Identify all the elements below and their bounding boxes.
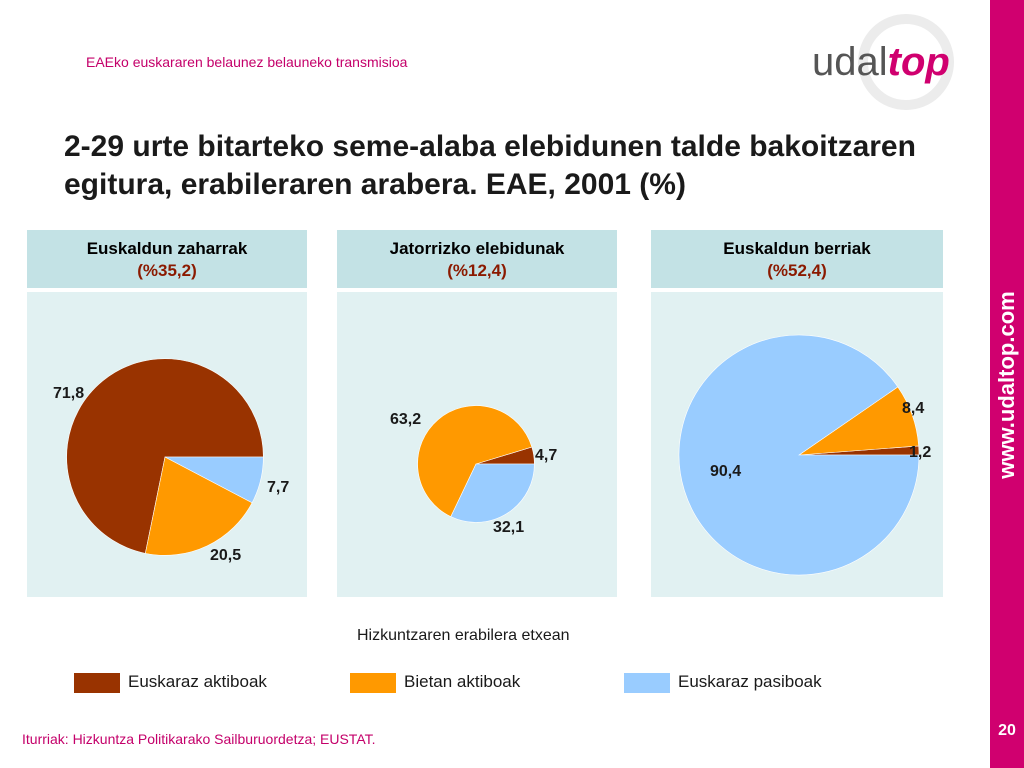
pie-slice-euskaraz-pasiboak (678, 334, 920, 576)
pie-slice-euskaraz-pasiboak (450, 463, 535, 523)
x-axis-label: Hizkuntzaren erabilera etxean (357, 627, 570, 644)
panel-header-euskaldun-zaharrak: Euskaldun zaharrak (%35,2) (27, 230, 307, 288)
panel-header-jatorrizko-elebidunak: Jatorrizko elebidunak (%12,4) (337, 230, 617, 288)
pie-panel-euskaldun-zaharrak: 71,8 20,5 7,7 (27, 292, 307, 597)
legend-swatch (350, 673, 396, 693)
pie-chart-euskaldun-zaharrak (66, 358, 264, 556)
presentation-subtitle: EAEko euskararen belaunez belauneko tran… (86, 54, 408, 70)
website-url: www.udaltop.com (994, 291, 1019, 479)
data-label-euskaraz-pasiboak: 32,1 (493, 519, 525, 536)
panel-header-euskaldun-berriak: Euskaldun berriak (%52,4) (651, 230, 943, 288)
data-label-bietan-aktiboak: 8,4 (902, 400, 925, 417)
source-note: Iturriak: Hizkuntza Politikarako Sailbur… (22, 731, 376, 747)
pie-chart-euskaldun-berriak (678, 334, 920, 576)
panel-share: (%35,2) (137, 261, 197, 280)
panel-share: (%52,4) (767, 261, 827, 280)
pie-chart-jatorrizko-elebidunak (417, 405, 535, 523)
panel-title: Euskaldun zaharrak (86, 239, 248, 258)
data-label-euskaraz-pasiboak: 90,4 (710, 463, 742, 480)
page-number: 20 (998, 722, 1016, 739)
pie-slice-bietan-aktiboak (145, 456, 253, 556)
pie-slice-euskaraz-aktiboak (66, 358, 264, 554)
panel-share: (%12,4) (447, 261, 507, 280)
legend-label: Bietan aktiboak (404, 672, 521, 691)
logo-ring-icon (858, 14, 954, 110)
panel-title: Jatorrizko elebidunak (389, 239, 565, 258)
pie-panel-euskaldun-berriak: 1,2 8,4 90,4 (651, 292, 943, 597)
data-label-bietan-aktiboak: 20,5 (210, 547, 242, 564)
side-bar (990, 0, 1024, 768)
pie-slice-euskaraz-pasiboak (164, 456, 264, 504)
logo-top-text: top (887, 40, 950, 84)
slide-title: 2-29 urte bitarteko seme-alaba elebidune… (64, 130, 916, 201)
panel-title: Euskaldun berriak (723, 239, 871, 258)
pie-panel-jatorrizko-elebidunak: 4,7 63,2 32,1 (337, 292, 617, 597)
logo-udal-text: udal (812, 40, 888, 84)
data-label-euskaraz-pasiboak: 7,7 (267, 479, 290, 496)
pie-slice-bietan-aktiboak (417, 405, 533, 518)
legend-swatch (74, 673, 120, 693)
legend-label: Euskaraz aktiboak (128, 672, 267, 691)
data-label-euskaraz-aktiboak: 71,8 (53, 385, 85, 402)
legend-label: Euskaraz pasiboak (678, 672, 822, 691)
data-label-euskaraz-aktiboak: 4,7 (535, 447, 558, 464)
legend-swatch (624, 673, 670, 693)
data-label-bietan-aktiboak: 63,2 (390, 411, 422, 428)
udaltop-logo: udaltop (812, 40, 950, 85)
data-label-euskaraz-aktiboak: 1,2 (909, 444, 932, 461)
